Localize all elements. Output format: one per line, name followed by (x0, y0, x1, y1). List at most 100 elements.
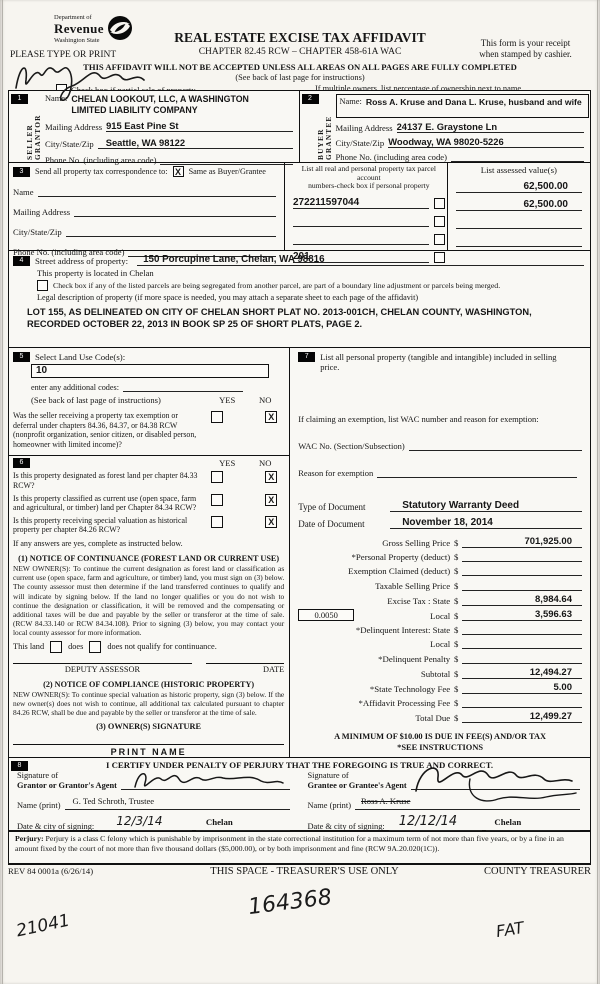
parcel-header-line1: List all real and personal property tax … (301, 164, 436, 182)
forest-yes-checkbox[interactable] (211, 471, 224, 484)
owners-signature-line[interactable] (13, 744, 285, 746)
dollar-sign: $ (454, 668, 459, 679)
parcel-number-field[interactable] (292, 233, 429, 245)
corr-name-label: Name (13, 187, 34, 197)
historic-yes-checkbox[interactable] (211, 515, 224, 528)
same-as-buyer-checkbox[interactable]: X (172, 166, 184, 177)
exemption-yes-checkbox[interactable] (211, 411, 224, 423)
seller-address-field[interactable]: 915 East Pine St (106, 120, 293, 132)
print-name-label: PRINT NAME (110, 747, 187, 757)
land-use-code-field[interactable]: 10 (31, 364, 269, 378)
personal-property-checkbox-4[interactable] (433, 251, 445, 263)
does-not-label: does not qualify for continuance. (107, 642, 217, 652)
date-of-document-value[interactable]: November 18, 2014 (390, 517, 582, 529)
street-address-field[interactable]: 150 Porcupine Lane, Chelan, WA 98816 (137, 254, 584, 266)
dollar-sign: $ (454, 713, 459, 724)
delinquent-interest-local-label: Local (430, 639, 451, 650)
wac-number-field[interactable] (408, 440, 582, 451)
corr-name-field[interactable] (37, 186, 276, 197)
grantee-printed-name: Ross A. Kruse (361, 796, 411, 807)
land-does-checkbox[interactable] (50, 640, 63, 653)
handwritten-scribble (10, 54, 150, 111)
section-1-badge: 1 (11, 94, 28, 104)
forest-no-checkbox[interactable]: X (265, 471, 278, 484)
parcel-number-field[interactable]: 201 (292, 251, 429, 263)
deputy-assessor-line[interactable]: DEPUTY ASSESSOR (13, 662, 192, 674)
land-does-not-checkbox[interactable] (89, 640, 102, 653)
dept-name-label: Revenue (54, 21, 104, 36)
this-land-label: This land (13, 642, 45, 652)
buyer-section: 2 BUYER GRANTEE Name: Ross A. Kruse and … (300, 91, 591, 162)
personal-property-checkbox-2[interactable] (433, 215, 445, 227)
excise-tax-local-field[interactable]: 3,596.63 (462, 609, 582, 621)
grantor-signature-line[interactable] (120, 776, 290, 791)
segregated-checkbox[interactable] (37, 280, 48, 291)
property-section: 4 Street address of property: 150 Porcup… (9, 251, 590, 348)
grantee-vertical-label: GRANTEE (323, 115, 333, 161)
state-technology-fee-field[interactable]: 5.00 (462, 682, 582, 694)
receipt-note: This form is your receipt when stamped b… (463, 38, 588, 60)
current-use-yes-checkbox[interactable] (211, 493, 224, 506)
additional-codes-field[interactable] (122, 381, 243, 392)
grantee-city-field[interactable]: Chelan (486, 812, 581, 832)
buyer-phone-field[interactable] (450, 151, 584, 162)
historic-no-checkbox[interactable]: X (265, 515, 278, 528)
grantee-date-field[interactable]: 12/12/14 (388, 812, 483, 832)
delinquent-interest-local-field[interactable] (462, 638, 582, 650)
delinquent-interest-state-field[interactable] (462, 624, 582, 636)
total-due-field[interactable]: 12,499.27 (462, 711, 582, 724)
grantee-signature-line[interactable] (410, 776, 580, 791)
signature-of-label: Signature of (17, 771, 59, 780)
assessed-value-field[interactable]: 62,500.00 (455, 199, 582, 211)
assessor-date-line[interactable]: DATE (205, 662, 285, 674)
grantee-name-field[interactable]: Ross A. Kruse (355, 791, 580, 811)
state-technology-fee-value: 5.00 (553, 681, 573, 693)
section-6-badge: 6 (13, 458, 30, 469)
corr-phone-field[interactable] (128, 246, 276, 257)
buyer-name-value: Ross A. Kruse and Dana L. Kruse, husband… (365, 97, 582, 107)
assessed-value-field[interactable]: 62,500.00 (455, 181, 582, 193)
exemption-no-checkbox[interactable]: X (265, 411, 278, 423)
delinquent-penalty-field[interactable] (462, 653, 582, 664)
section-divider (9, 455, 290, 457)
seller-phone-field[interactable] (160, 154, 293, 165)
corr-csz-field[interactable] (65, 226, 276, 237)
gross-selling-price-label: Gross Selling Price (382, 538, 451, 548)
affidavit-processing-fee-field[interactable] (462, 697, 582, 709)
name-print-label: Name (print) (307, 800, 352, 810)
seller-csz-field[interactable]: Seattle, WA 98122 (97, 137, 293, 149)
personal-property-deduct-field[interactable] (462, 551, 582, 563)
exemption-claim-note: If claiming an exemption, list WAC numbe… (298, 414, 539, 424)
land-use-label: Select Land Use Code(s): (35, 352, 126, 362)
taxable-selling-price-field[interactable] (462, 580, 582, 591)
handwritten-number-bottom-left: 21041 (14, 910, 72, 942)
grantor-city-field[interactable]: Chelan (195, 812, 290, 832)
local-rate-box[interactable]: 0.0050 (298, 608, 355, 621)
personal-property-checkbox-1[interactable] (433, 197, 445, 209)
grantor-date-field[interactable]: 12/3/14 (98, 812, 192, 832)
grantee-agent-label: Grantee or Grantee's Agent (307, 780, 407, 790)
delinquent-interest-state-label: *Delinquent Interest: State (355, 625, 451, 636)
parcel-number-field[interactable] (292, 215, 429, 227)
buyer-csz-label: City/State/Zip (335, 138, 385, 148)
buyer-address-field[interactable]: 24137 E. Graystone Ln (396, 121, 584, 133)
grantor-name-field[interactable]: G. Ted Schroth, Trustee (64, 791, 290, 811)
dept-of-revenue-logo: Department of Revenue Washington State (54, 14, 194, 47)
personal-property-checkbox-3[interactable] (433, 233, 445, 245)
reason-exemption-field[interactable] (377, 467, 578, 478)
perjury-label: Perjury: (15, 834, 44, 843)
grantee-signature-block: Signature of Grantee or Grantee's Agent … (300, 767, 591, 832)
type-of-document-value[interactable]: Statutory Warranty Deed (390, 500, 582, 512)
assessed-value-field[interactable] (455, 217, 582, 229)
gross-selling-price-field[interactable]: 701,925.00 (462, 536, 582, 548)
parcel-number-field[interactable]: 272211597044 (292, 197, 429, 209)
buyer-csz-field[interactable]: Woodway, WA 98020-5226 (388, 136, 584, 148)
corr-address-field[interactable] (74, 206, 276, 217)
excise-tax-state-field[interactable]: 8,984.64 (462, 594, 582, 606)
current-use-no-checkbox[interactable]: X (265, 493, 278, 506)
form-header: Department of Revenue Washington State R… (10, 14, 590, 101)
exemption-claimed-field[interactable] (462, 565, 582, 577)
assessed-value-field[interactable] (455, 235, 582, 247)
subtotal-field[interactable]: 12,494.27 (462, 667, 582, 679)
